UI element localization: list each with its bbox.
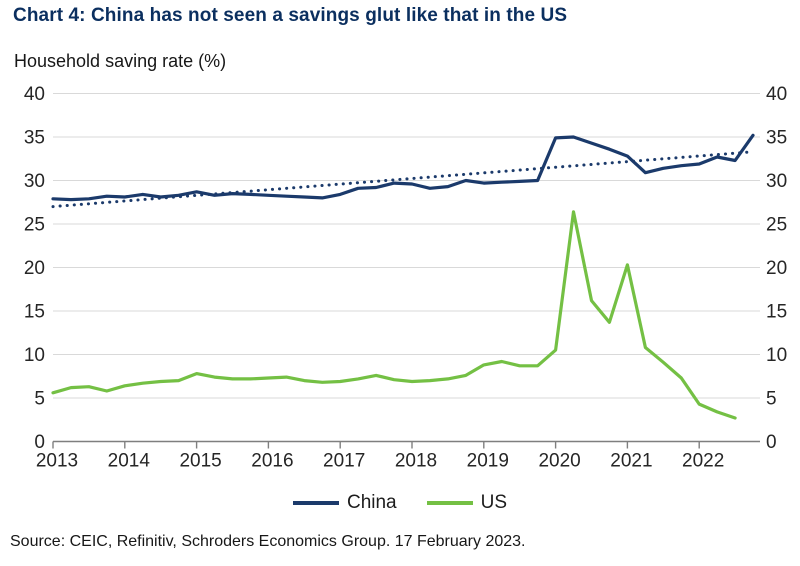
x-tick-label: 2013 [36,451,78,472]
chart-title: Chart 4: China has not seen a savings gl… [13,5,568,26]
x-tick-label: 2022 [682,451,724,472]
x-tick-label: 2021 [610,451,652,472]
us-line [51,210,737,420]
china-line-swatch [292,501,339,505]
y-axis-title: Household saving rate (%) [14,51,227,71]
y-tick-label-right: 30 [766,171,787,192]
y-tick-label-right: 5 [766,389,777,410]
gridlines [53,92,760,443]
legend-label-china: China [346,492,397,513]
y-tick-label-left: 35 [24,128,45,149]
china-trend-dotted-line [51,150,755,209]
x-tick-label: 2014 [108,451,151,472]
chart-legend: China US [0,492,800,514]
x-tick-label: 2020 [538,451,580,472]
y-tick-label-left: 5 [34,389,45,410]
y-tick-label-right: 40 [766,84,787,105]
y-tick-label-left: 0 [34,432,45,453]
source-text: Source: CEIC, Refinitiv, Schroders Econo… [10,533,526,550]
china-line [51,133,755,202]
y-tick-label-right: 0 [766,432,777,453]
y-tick-label-left: 25 [24,215,45,236]
x-tick-label: 2016 [251,451,293,472]
y-tick-label-right: 20 [766,258,787,279]
legend-label-us: US [480,492,508,513]
y-tick-label-left: 30 [24,171,45,192]
x-tick-label: 2019 [467,451,509,472]
y-tick-label-right: 35 [766,128,787,149]
y-tick-label-left: 15 [24,302,45,323]
x-tick-label: 2017 [323,451,365,472]
y-tick-label-right: 10 [766,345,787,366]
y-tick-label-left: 40 [24,84,45,105]
x-axis: 2013 2014 2015 2016 2017 2018 2019 2020 2021 2022 [36,441,724,472]
y-tick-label-left: 20 [24,258,45,279]
y-tick-label-right: 25 [766,215,787,236]
x-tick-label: 2018 [395,451,437,472]
legend-item-china: China [292,492,397,514]
y-tick-label-left: 10 [24,345,45,366]
y-axis-tick-labels: 0 0 5 5 10 10 15 15 20 20 25 25 30 30 35 35 40 40 [24,84,787,453]
legend-item-us: US [426,492,508,514]
x-tick-label: 2015 [179,451,221,472]
y-tick-label-right: 15 [766,302,787,323]
us-line-swatch [426,501,473,505]
